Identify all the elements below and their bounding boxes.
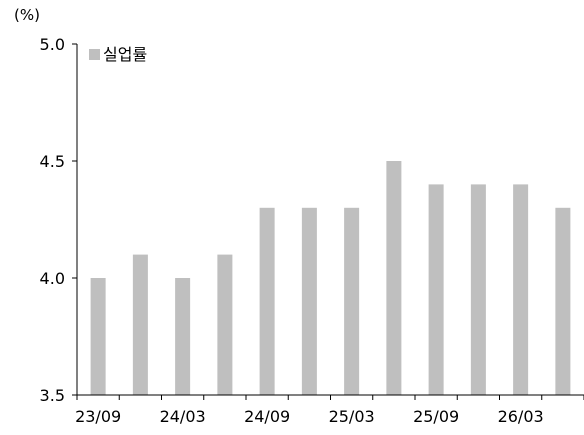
y-tick-label: 3.5 xyxy=(40,386,65,405)
bar xyxy=(513,184,529,395)
bar xyxy=(428,184,444,395)
x-tick-label: 23/09 xyxy=(75,407,121,426)
bar xyxy=(386,161,402,395)
bar xyxy=(555,207,571,395)
x-tick-label: 25/09 xyxy=(413,407,459,426)
y-axis: 3.5 4.0 4.5 5.0 xyxy=(40,35,78,405)
bar xyxy=(217,254,233,395)
bars xyxy=(90,161,571,395)
bar xyxy=(301,207,317,395)
x-tick-label: 26/03 xyxy=(498,407,544,426)
y-unit-label: (%) xyxy=(14,6,40,24)
x-tick-label: 24/03 xyxy=(160,407,206,426)
bar xyxy=(259,207,275,395)
y-tick-label: 5.0 xyxy=(40,35,65,54)
y-tick-label: 4.0 xyxy=(40,269,65,288)
legend-swatch xyxy=(89,49,100,60)
x-axis: 23/09 24/03 24/09 25/03 25/09 26/03 xyxy=(75,394,584,426)
bar xyxy=(90,278,106,395)
bar xyxy=(470,184,486,395)
bar xyxy=(344,207,360,395)
legend: 실업률 xyxy=(89,45,147,64)
x-tick-label: 24/09 xyxy=(244,407,290,426)
x-tick-label: 25/03 xyxy=(329,407,375,426)
bar xyxy=(175,278,191,395)
y-tick-label: 4.5 xyxy=(40,152,65,171)
legend-label: 실업률 xyxy=(103,45,147,64)
bar xyxy=(132,254,148,395)
